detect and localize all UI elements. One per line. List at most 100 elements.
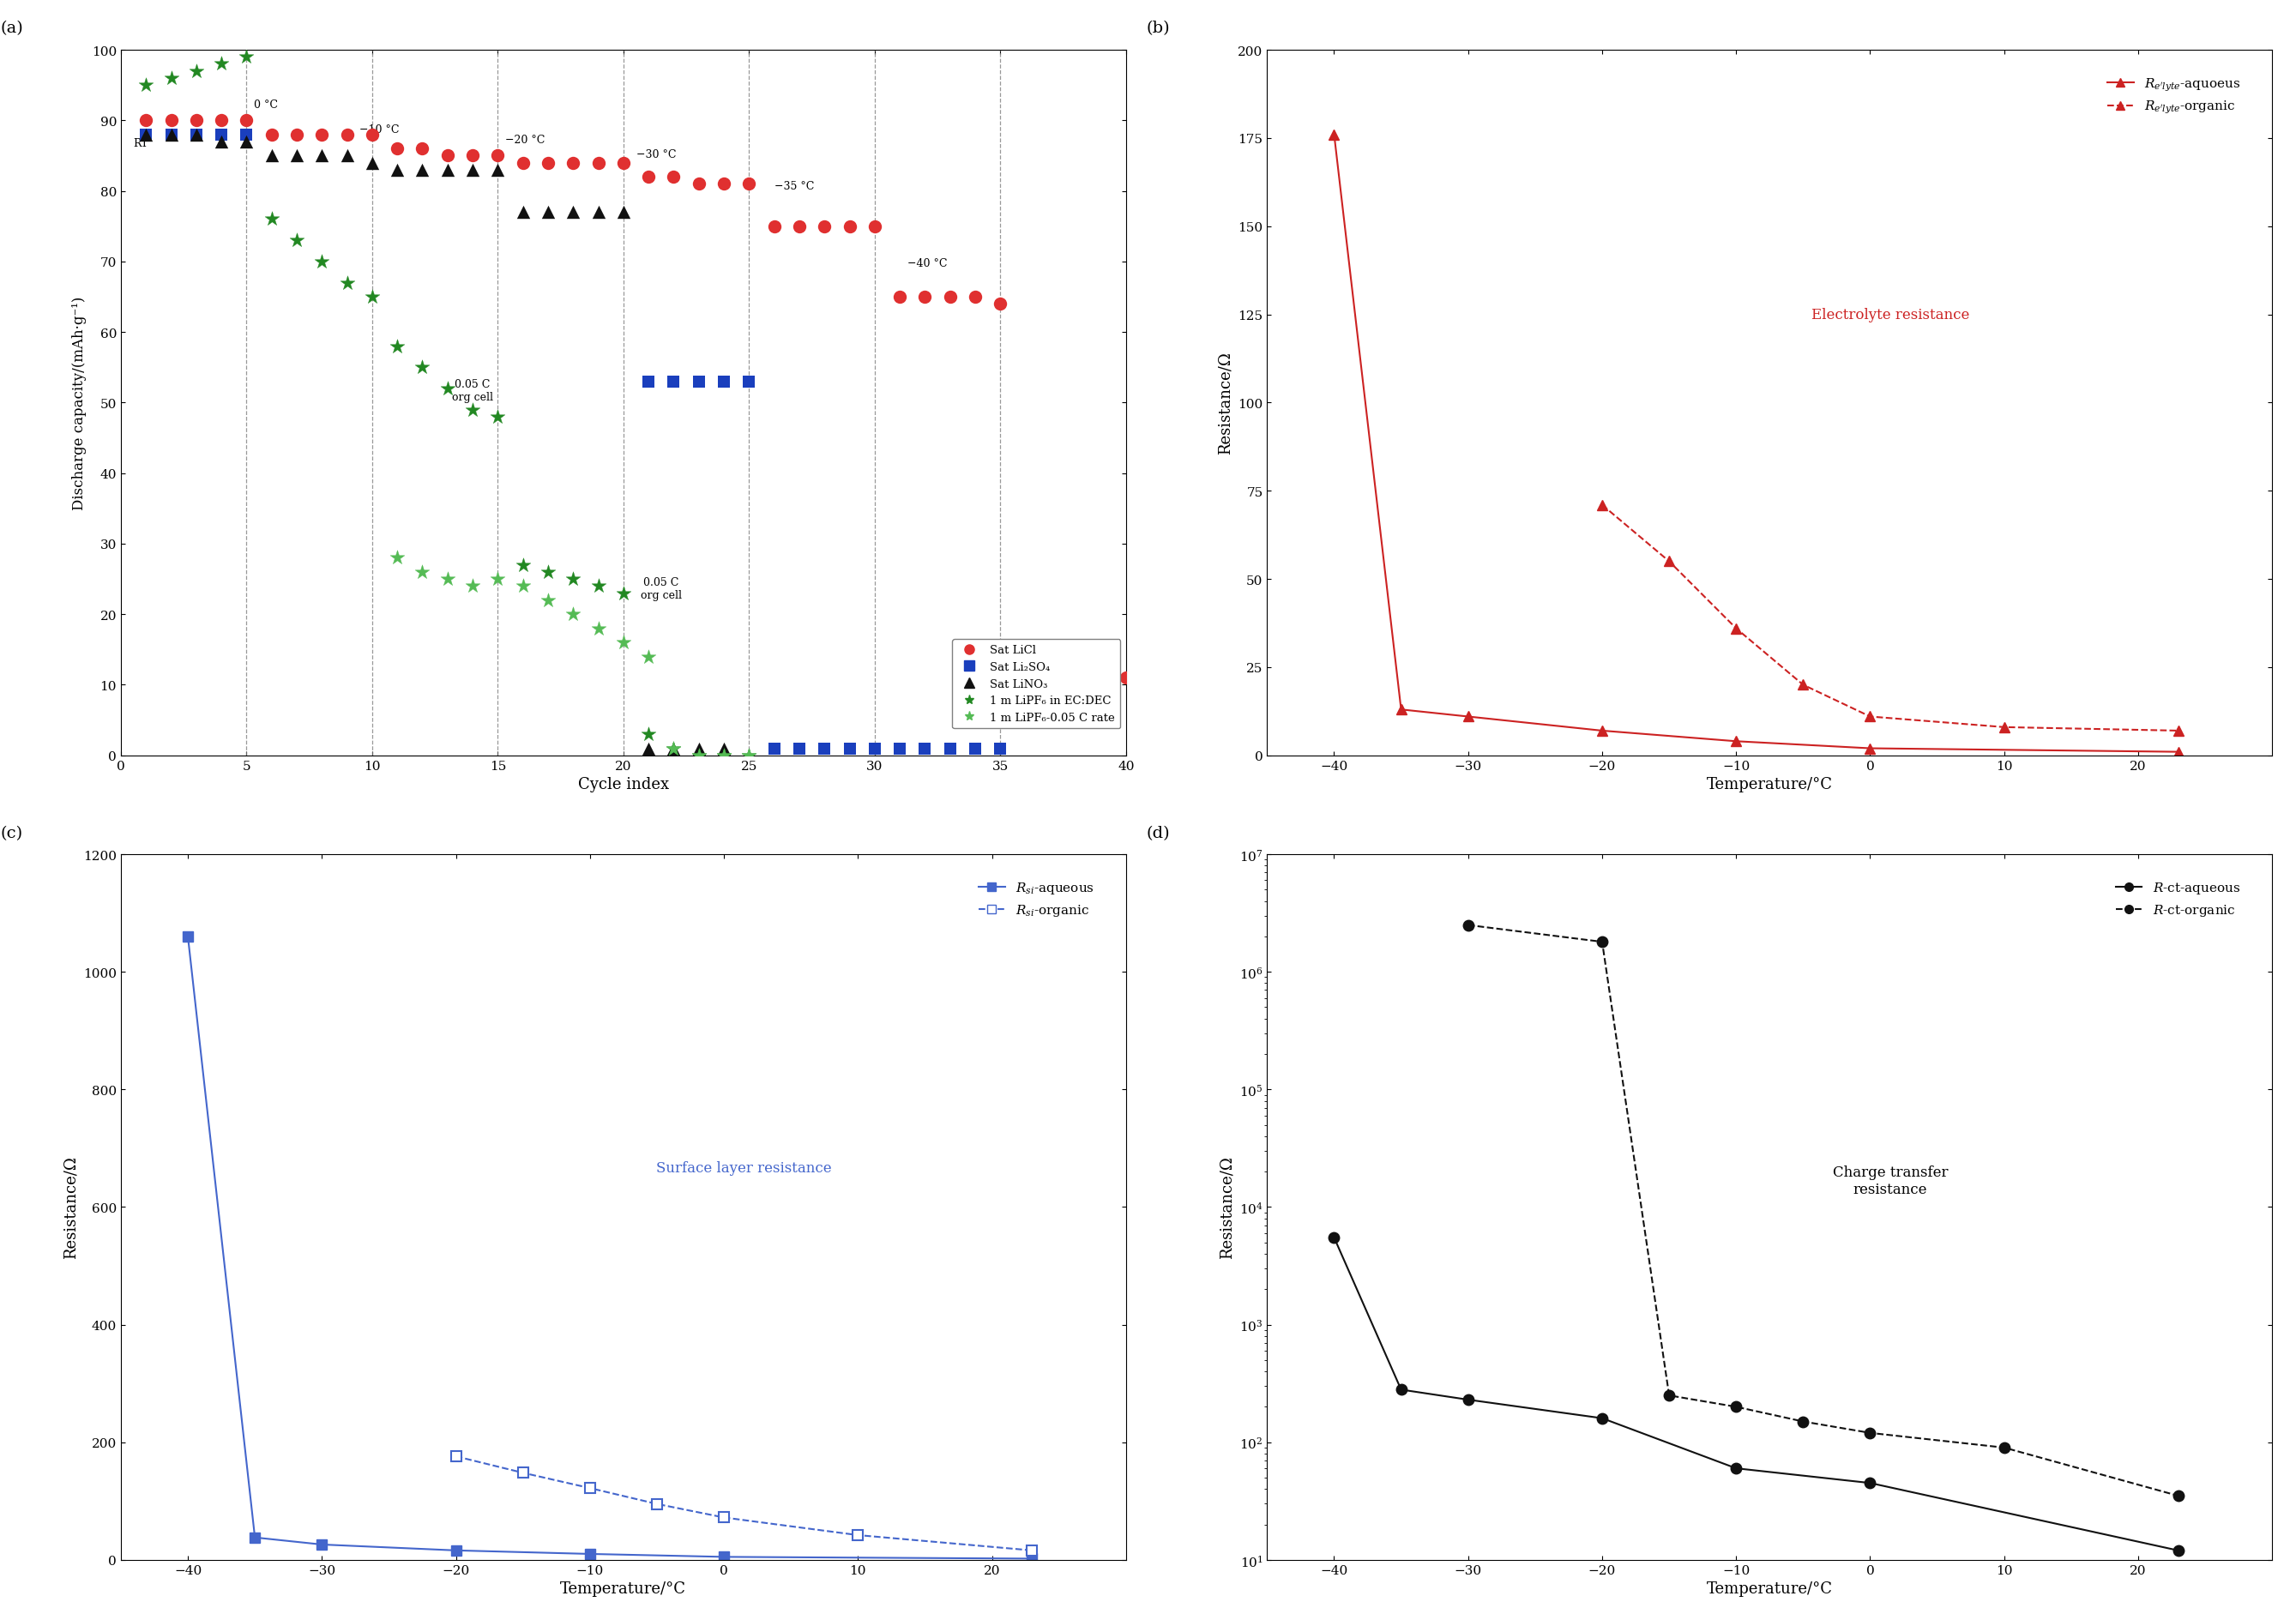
Point (154, 66, 191, 92)
Point (253, 121, 289, 147)
Text: (b): (b) (1146, 21, 1171, 37)
Point (505, 573, 542, 599)
Point (680, 744, 716, 770)
Point (202, 121, 239, 147)
Point (253, 207, 289, 233)
Y-axis label: Resistance/Ω: Resistance/Ω (1219, 1155, 1235, 1259)
Point (882, 285, 918, 311)
Point (379, 157, 416, 183)
Point (354, 151, 390, 177)
Text: (c): (c) (0, 825, 23, 841)
Point (629, 735, 666, 761)
Point (455, 573, 491, 599)
Point (730, 369, 767, 395)
Point (556, 151, 592, 177)
Point (705, 172, 742, 198)
Point (654, 735, 691, 761)
Point (154, 109, 191, 134)
Point (1058, 666, 1095, 692)
Point (730, 172, 767, 198)
Point (983, 735, 1019, 761)
Point (154, 121, 191, 147)
Point (227, 130, 264, 156)
Point (530, 559, 567, 585)
Text: (d): (d) (1146, 825, 1171, 841)
Point (177, 109, 214, 134)
Point (354, 121, 390, 147)
Point (429, 157, 466, 183)
Point (429, 144, 466, 170)
Text: −20 °C: −20 °C (505, 134, 544, 146)
Point (806, 214, 843, 240)
Point (379, 546, 416, 572)
Point (278, 121, 315, 147)
Point (957, 735, 994, 761)
Point (654, 735, 691, 761)
Y-axis label: Resistance/Ω: Resistance/Ω (62, 1155, 78, 1259)
Point (480, 144, 517, 170)
Text: Surface layer resistance: Surface layer resistance (657, 1162, 831, 1176)
X-axis label: Cycle index: Cycle index (579, 776, 668, 792)
Point (654, 369, 691, 395)
Point (629, 165, 666, 191)
Point (932, 285, 969, 311)
Point (606, 151, 643, 177)
Point (505, 199, 542, 225)
Point (680, 369, 716, 395)
Point (680, 735, 716, 761)
Point (856, 735, 893, 761)
Point (705, 744, 742, 770)
Point (253, 144, 289, 170)
Point (129, 109, 165, 134)
Point (629, 721, 666, 747)
Point (202, 130, 239, 156)
Point (654, 165, 691, 191)
Point (629, 645, 666, 671)
Point (730, 744, 767, 770)
Point (705, 369, 742, 395)
Point (581, 199, 618, 225)
Point (932, 735, 969, 761)
Point (404, 355, 441, 381)
X-axis label: Temperature/°C: Temperature/°C (1706, 1581, 1832, 1596)
Point (429, 567, 466, 593)
Point (404, 559, 441, 585)
Point (606, 199, 643, 225)
Y-axis label: Resistance/Ω: Resistance/Ω (1217, 352, 1233, 455)
Point (831, 735, 868, 761)
Point (530, 151, 567, 177)
Point (581, 573, 618, 599)
Point (455, 144, 491, 170)
Point (581, 616, 618, 642)
Point (680, 172, 716, 198)
Point (429, 376, 466, 402)
Point (379, 334, 416, 360)
Point (530, 199, 567, 225)
Point (505, 151, 542, 177)
Text: 0 °C: 0 °C (255, 99, 278, 110)
Point (1008, 666, 1045, 692)
Text: (a): (a) (0, 21, 23, 37)
Point (705, 744, 742, 770)
Point (154, 121, 191, 147)
Text: 0.05 C
org cell: 0.05 C org cell (452, 379, 494, 403)
Point (303, 144, 340, 170)
Point (1033, 666, 1070, 692)
X-axis label: Temperature/°C: Temperature/°C (560, 1581, 687, 1596)
Point (328, 271, 365, 296)
Point (177, 121, 214, 147)
Point (806, 735, 843, 761)
Point (227, 121, 264, 147)
Point (907, 735, 944, 761)
Point (455, 157, 491, 183)
Point (177, 121, 214, 147)
Point (654, 735, 691, 761)
Point (480, 567, 517, 593)
Point (680, 744, 716, 770)
Point (957, 285, 994, 311)
Point (455, 397, 491, 423)
Point (629, 369, 666, 395)
Point (404, 136, 441, 162)
Point (1081, 666, 1118, 692)
Point (530, 588, 567, 614)
